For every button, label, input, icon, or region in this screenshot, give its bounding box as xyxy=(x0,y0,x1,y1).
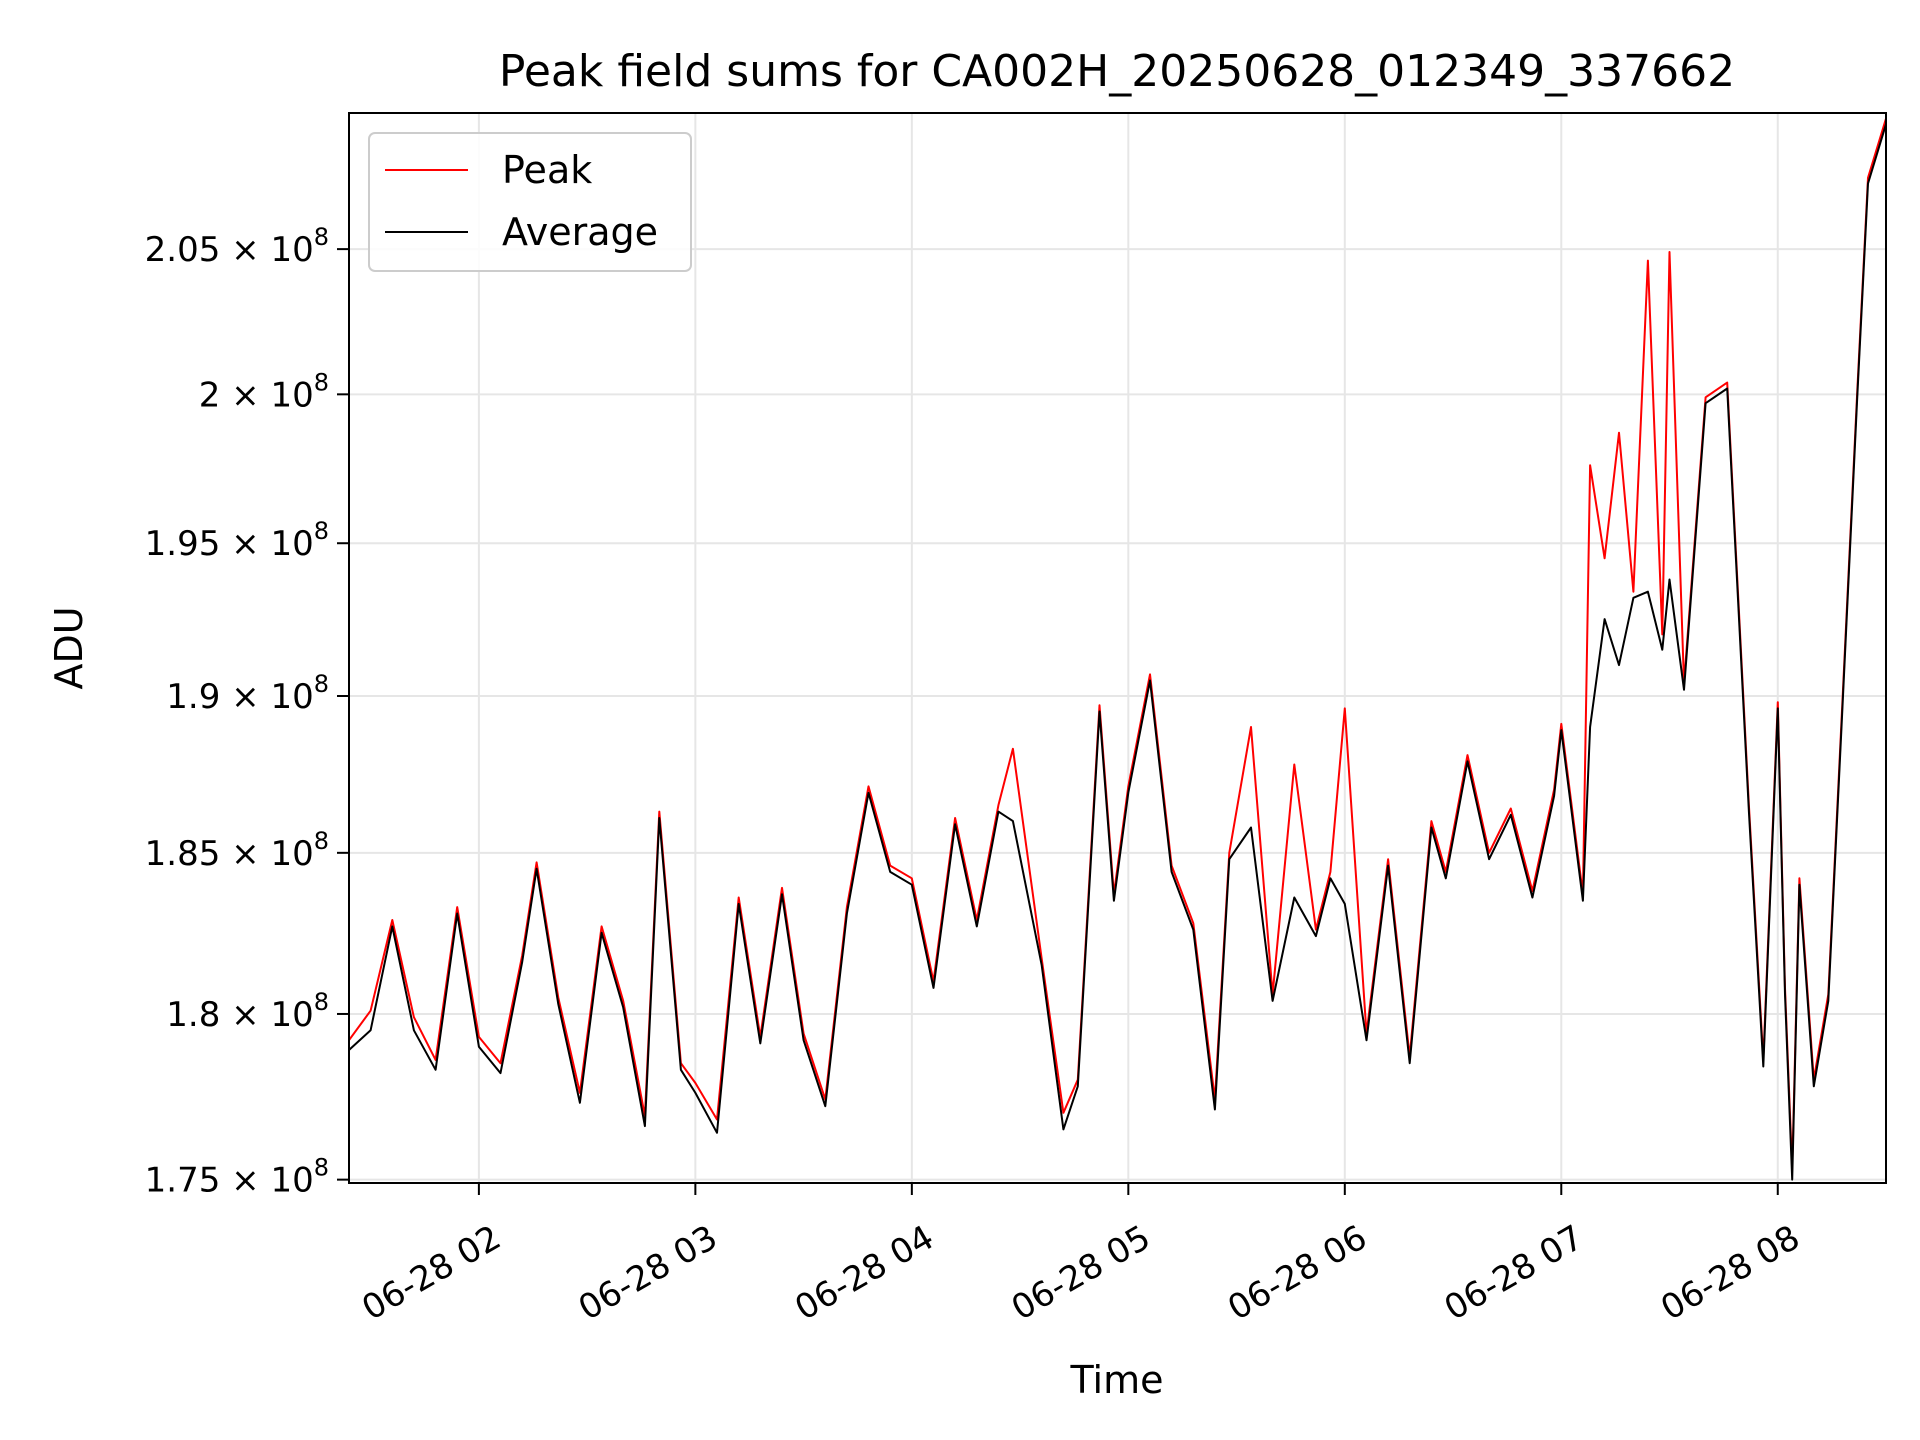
grid xyxy=(349,113,1886,1183)
y-tick-exponent: 8 xyxy=(314,223,329,251)
legend: Peak Average xyxy=(368,132,692,272)
y-tick-mantissa: 2.05 xyxy=(145,230,221,270)
series-line-average xyxy=(349,123,1886,1181)
y-tick-label: 2.05 × 108 xyxy=(145,223,329,270)
legend-box xyxy=(368,132,692,272)
y-tick-label: 1.85 × 108 xyxy=(145,827,329,874)
y-tick-exponent: 8 xyxy=(314,827,329,855)
y-tick-mantissa: 1.85 xyxy=(145,834,221,874)
y-tick-times: × 10 xyxy=(220,677,313,717)
y-tick-mantissa: 2 xyxy=(199,375,221,415)
y-tick-mantissa: 1.75 xyxy=(145,1161,221,1201)
y-tick-mantissa: 1.95 xyxy=(145,524,221,564)
y-tick-exponent: 8 xyxy=(314,368,329,396)
y-tick-times: × 10 xyxy=(220,524,313,564)
y-tick-times: × 10 xyxy=(220,375,313,415)
x-axis-label: Time xyxy=(1070,1358,1164,1402)
y-tick-label: 1.8 × 108 xyxy=(166,988,329,1035)
y-tick-mantissa: 1.8 xyxy=(166,995,220,1035)
y-tick-exponent: 8 xyxy=(314,1154,329,1182)
y-tick-times: × 10 xyxy=(220,230,313,270)
y-tick-label: 1.75 × 108 xyxy=(145,1154,329,1201)
y-tick-exponent: 8 xyxy=(314,670,329,698)
legend-label-average: Average xyxy=(502,210,658,254)
y-tick-exponent: 8 xyxy=(314,517,329,545)
legend-label-peak: Peak xyxy=(502,148,592,192)
y-tick-label: 2 × 108 xyxy=(199,368,329,415)
plot-frame xyxy=(348,112,1887,1184)
y-tick-label: 1.95 × 108 xyxy=(145,517,329,564)
y-tick-mantissa: 1.9 xyxy=(166,677,220,717)
y-tick-times: × 10 xyxy=(220,1161,313,1201)
y-axis-label: ADU xyxy=(47,606,91,689)
y-tick-times: × 10 xyxy=(220,995,313,1035)
chart-title: Peak field sums for CA002H_20250628_0123… xyxy=(499,46,1735,97)
y-tick-times: × 10 xyxy=(220,834,313,874)
series-layer xyxy=(349,118,1886,1181)
y-tick-exponent: 8 xyxy=(314,988,329,1016)
y-tick-label: 1.9 × 108 xyxy=(166,670,329,717)
